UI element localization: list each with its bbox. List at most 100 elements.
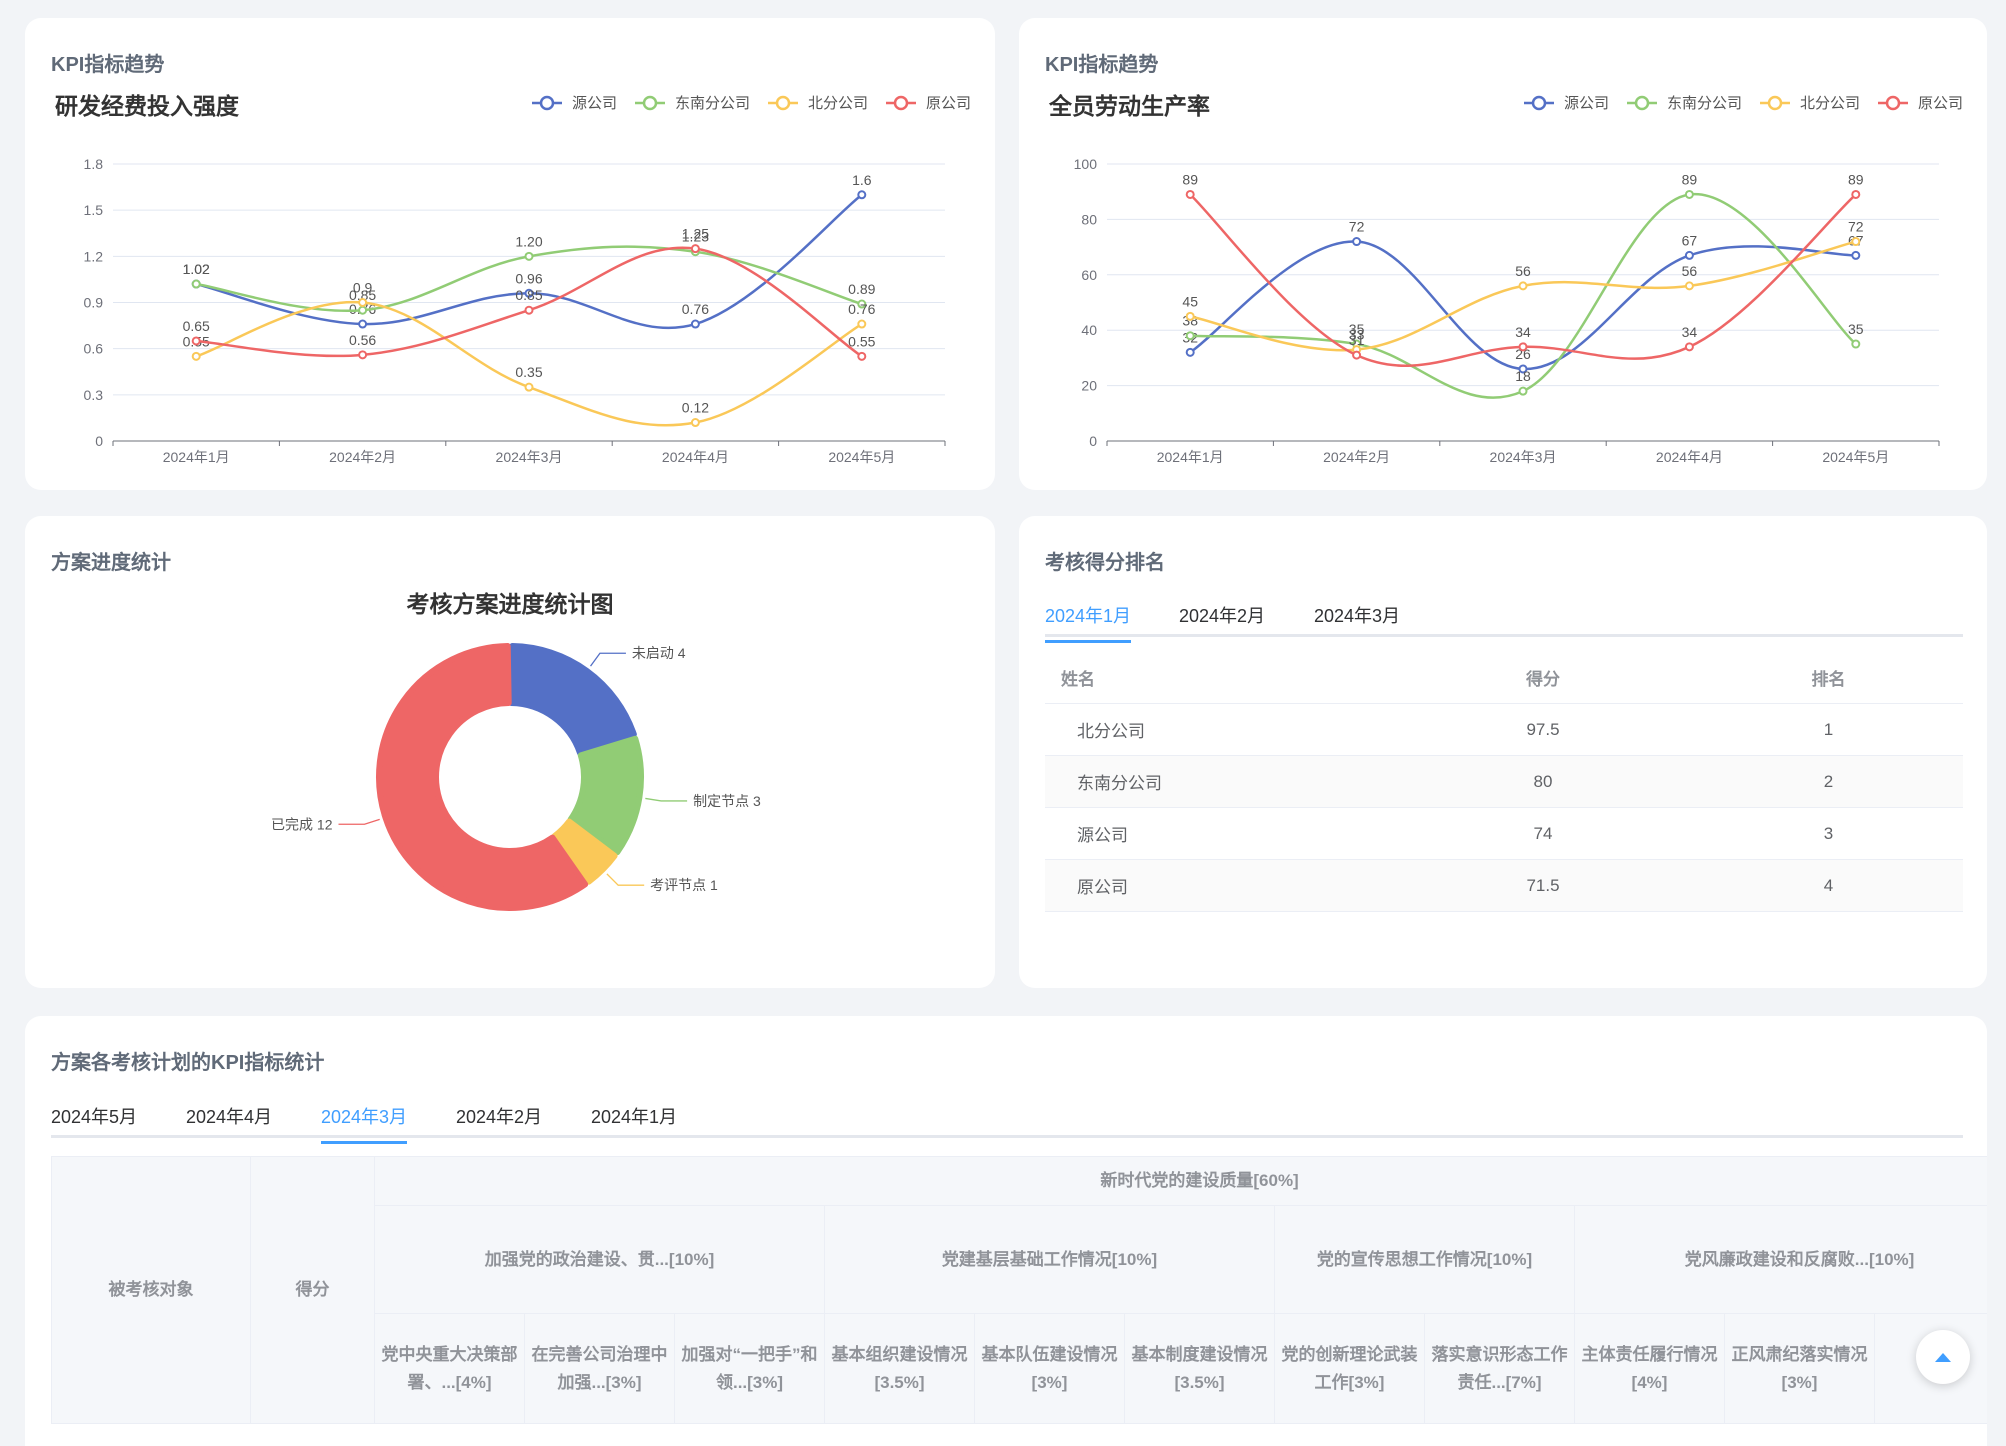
y-tick-label: 60: [1081, 267, 1097, 283]
back-to-top-button[interactable]: [1916, 1330, 1970, 1384]
y-tick-label: 0: [1089, 433, 1097, 449]
legend-label: 源公司: [1564, 95, 1609, 112]
legend-label: 原公司: [1918, 95, 1963, 112]
x-tick-label: 2024年1月: [1157, 449, 1224, 465]
card-title: 方案进度统计: [51, 552, 171, 574]
table-row[interactable]: 东南分公司 80 2: [1045, 755, 1963, 808]
tab-2024-02[interactable]: 2024年2月: [456, 1107, 543, 1127]
tab-2024-01[interactable]: 2024年1月: [591, 1107, 678, 1127]
data-label: 56: [1515, 263, 1531, 279]
x-tick-label: 2024年3月: [1490, 449, 1557, 465]
pie-slice: [567, 735, 644, 856]
y-tick-label: 40: [1081, 322, 1097, 338]
x-tick-label: 2024年1月: [163, 449, 230, 465]
legend-label: 北分公司: [1800, 95, 1860, 112]
data-point: [1684, 250, 1694, 260]
header-top-group: 新时代党的建设质量[60%]: [373, 1156, 1987, 1206]
cell-rank: 2: [1694, 755, 1963, 808]
header-item: 基本组织建设情况[3.5%]: [824, 1313, 975, 1424]
cell-score: 80: [1392, 755, 1694, 808]
legend-marker: [893, 95, 909, 111]
slice-label: 未启动 4: [632, 645, 686, 661]
data-label: 0.12: [682, 400, 709, 416]
data-point: [524, 305, 534, 315]
data-point: [191, 351, 201, 361]
cell-name: 北分公司: [1045, 703, 1392, 756]
kpi-trend-card-2: KPI指标趋势 全员劳动生产率 原公司 北分公司 东南分公司 源公司 0 20 40 60 80 1…: [1019, 18, 1987, 490]
data-point: [358, 319, 368, 329]
data-point: [1185, 311, 1195, 321]
table-header-row: 姓名 得分 排名: [1045, 652, 1963, 704]
y-tick-label: 1.5: [84, 202, 104, 218]
data-label: 0.9: [353, 280, 373, 296]
tab-2024-05[interactable]: 2024年5月: [51, 1107, 138, 1127]
header-row-2: 加强党的政治建设、贯...[10%] 党建基层基础工作情况[10%] 党的宣传思…: [52, 1205, 1987, 1314]
pie-slice: [376, 643, 589, 911]
header-group: 加强党的政治建设、贯...[10%]: [374, 1205, 825, 1314]
data-point: [690, 244, 700, 254]
x-tick-label: 2024年3月: [496, 449, 563, 465]
x-tick-label: 2024年2月: [329, 449, 396, 465]
legend-marker: [1885, 95, 1901, 111]
tab-2024-01[interactable]: 2024年1月: [1045, 602, 1132, 643]
header-item: 落实意识形态工作责任...[7%]: [1424, 1313, 1575, 1424]
data-point: [690, 319, 700, 329]
data-label: 72: [1349, 219, 1365, 235]
header-group: 党的宣传思想工作情况[10%]: [1274, 1205, 1575, 1314]
header-name: 姓名: [1045, 652, 1392, 704]
data-point: [1185, 347, 1195, 357]
cell-name: 原公司: [1045, 859, 1392, 912]
data-point: [191, 279, 201, 289]
header-score: 得分: [1392, 652, 1694, 704]
y-tick-label: 0.3: [84, 387, 104, 403]
legend-label: 原公司: [926, 95, 971, 112]
data-label: 56: [1682, 263, 1698, 279]
x-tick-label: 2024年5月: [1822, 449, 1889, 465]
tab-2024-04[interactable]: 2024年4月: [186, 1107, 273, 1127]
legend-label: 源公司: [572, 95, 617, 112]
data-label: 1.02: [183, 261, 210, 277]
series-line: [1189, 193, 1857, 367]
data-label: 89: [1848, 171, 1864, 187]
tab-2024-03[interactable]: 2024年3月: [321, 1103, 408, 1144]
header-item: 正风肃纪落实情况[3%]: [1724, 1313, 1875, 1424]
line-chart-rd-intensity: 研发经费投入强度 原公司 北分公司 东南分公司 源公司 0 0.3 0.6 0.9 1.2 1.5 1…: [55, 93, 971, 465]
data-point: [1518, 281, 1528, 291]
header-row-1: 被考核对象 得分 新时代党的建设质量[60%]: [51, 1156, 1987, 1424]
tab-2024-02[interactable]: 2024年2月: [1179, 606, 1266, 626]
data-point: [524, 251, 534, 261]
data-label: 0.55: [848, 333, 875, 349]
legend: 原公司 北分公司 东南分公司 源公司: [532, 95, 971, 112]
legend-marker: [775, 95, 791, 111]
cell-rank: 4: [1694, 859, 1963, 912]
y-tick-label: 0: [95, 433, 103, 449]
table-row[interactable]: 原公司 71.5 4: [1045, 859, 1963, 912]
data-label: 33: [1349, 327, 1365, 343]
header-group: 党风廉政建设和反腐败...[10%]: [1573, 1205, 1987, 1314]
table-row[interactable]: 源公司 74 3: [1045, 807, 1963, 860]
data-label: 0.76: [682, 301, 709, 317]
tab-2024-03[interactable]: 2024年3月: [1314, 606, 1401, 626]
data-point: [1352, 237, 1362, 247]
x-tick-label: 2024年4月: [1656, 449, 1723, 465]
data-point: [1185, 189, 1195, 199]
legend-marker: [1767, 95, 1783, 111]
data-label: 72: [1848, 219, 1864, 235]
data-point: [857, 190, 867, 200]
pie-slice: [508, 643, 637, 756]
header-score: 得分: [250, 1156, 375, 1424]
data-label: 0.85: [515, 287, 542, 303]
header-row-3: 党中央重大决策部署、...[4%] 在完善公司治理中加强...[3%] 加强对“…: [52, 1313, 1987, 1424]
data-label: 34: [1682, 324, 1698, 340]
month-tabs: 2024年5月 2024年4月 2024年3月 2024年2月 2024年1月: [51, 1095, 1963, 1144]
score-ranking-card: 考核得分排名 2024年1月 2024年2月 2024年3月 姓名 得分 排名 …: [1019, 516, 1987, 988]
leader-line: [606, 873, 645, 886]
table-row[interactable]: 北分公司 97.5 1: [1045, 703, 1963, 756]
data-point: [358, 350, 368, 360]
y-tick-label: 1.2: [84, 248, 104, 264]
month-tabs: 2024年1月 2024年2月 2024年3月: [1045, 594, 1963, 643]
y-tick-label: 1.8: [84, 156, 104, 172]
leader-line: [645, 797, 688, 802]
header-item: 党中央重大决策部署、...[4%]: [374, 1313, 525, 1424]
